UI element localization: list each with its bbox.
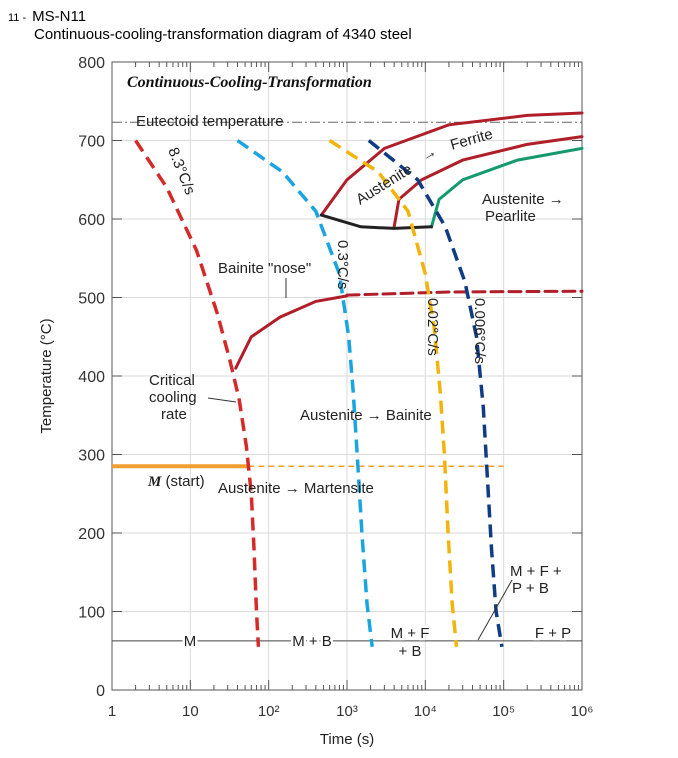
question-code: MS-N11 <box>32 8 87 25</box>
question-subtitle: Continuous-cooling-transformation diagra… <box>34 26 412 43</box>
cooling-rate-label: 0.02°C/s <box>424 298 441 356</box>
y-tick-label: 700 <box>78 134 105 151</box>
austenite-pearlite-label: Austenite → <box>482 191 564 208</box>
y-tick-label: 800 <box>78 55 105 72</box>
x-axis-label: Time (s) <box>320 731 374 748</box>
microstructure-label: M <box>184 633 197 650</box>
figure-background <box>36 48 606 756</box>
microstructure-label: M + B <box>292 633 332 650</box>
cooling-curve-3 <box>328 139 459 647</box>
y-tick-label: 300 <box>78 448 105 465</box>
cooling-curve-2 <box>236 139 374 648</box>
pearlite-start-line <box>392 135 584 229</box>
transformation-lines <box>112 111 584 642</box>
x-tick-label: 1 <box>108 703 116 720</box>
austenite-bainite-label: Austenite → Bainite <box>300 407 432 424</box>
cooling-rate-label: 0.3°C/s <box>334 240 351 289</box>
bainite-start-line <box>234 294 349 370</box>
header: 11 - MS-N11 Continuous-cooling-transforma… <box>8 8 412 43</box>
grid-lines <box>112 62 582 690</box>
cooling-rate-label: 0.006°C/s <box>471 298 488 364</box>
chart-title: Continuous-Cooling-Transformation <box>127 74 372 91</box>
cooling-curve-1 <box>134 139 261 647</box>
axes: 0 100 200 300 400 500 600 700 800 1 10 10² 10³ 10⁴ 10⁵… <box>38 55 593 748</box>
question-number: 11 - <box>8 12 27 24</box>
mfpb-pointer <box>477 579 513 641</box>
critical-pointer <box>207 397 237 403</box>
m-start-label: M (start) <box>147 473 205 490</box>
eutectoid-label: Eutectoid temperature <box>136 113 284 130</box>
cooling-curves <box>134 139 504 648</box>
x-tick-label: 10⁵ <box>492 703 515 720</box>
bainite-start-extension-line <box>345 289 584 297</box>
microstructure-label: F + P <box>535 625 571 642</box>
bainite-nose-label: Bainite "nose" <box>218 260 311 277</box>
mfpb-label-2: P + B <box>512 580 549 597</box>
cooling-label: cooling <box>149 389 197 406</box>
y-axis-label: Temperature (°C) <box>38 318 55 433</box>
cooling-curve-4 <box>367 139 504 648</box>
y-tick-label: 500 <box>78 291 105 308</box>
ferrite-start-line <box>319 111 584 217</box>
x-tick-label: 10³ <box>336 703 358 720</box>
mfpb-label-1: M + F + <box>510 563 562 580</box>
y-tick-label: 0 <box>96 683 105 700</box>
y-tick-label: 400 <box>78 369 105 386</box>
y-tick-label: 600 <box>78 212 105 229</box>
critical-label: Critical <box>149 372 195 389</box>
x-tick-label: 10⁴ <box>414 703 437 720</box>
microstructure-label: M + F <box>391 625 430 642</box>
austenite-martensite-label: Austenite → Martensite <box>218 480 374 497</box>
pearlite-label: Pearlite <box>485 208 536 225</box>
rate-label: rate <box>161 406 187 423</box>
x-tick-label: 10 <box>182 703 199 720</box>
microstructure-label: + B <box>399 643 422 660</box>
y-tick-label: 100 <box>78 605 105 622</box>
pearlite-finish-line <box>430 146 584 229</box>
x-tick-label: 10² <box>258 703 280 720</box>
y-tick-label: 200 <box>78 526 105 543</box>
x-tick-label: 10⁶ <box>571 703 594 720</box>
